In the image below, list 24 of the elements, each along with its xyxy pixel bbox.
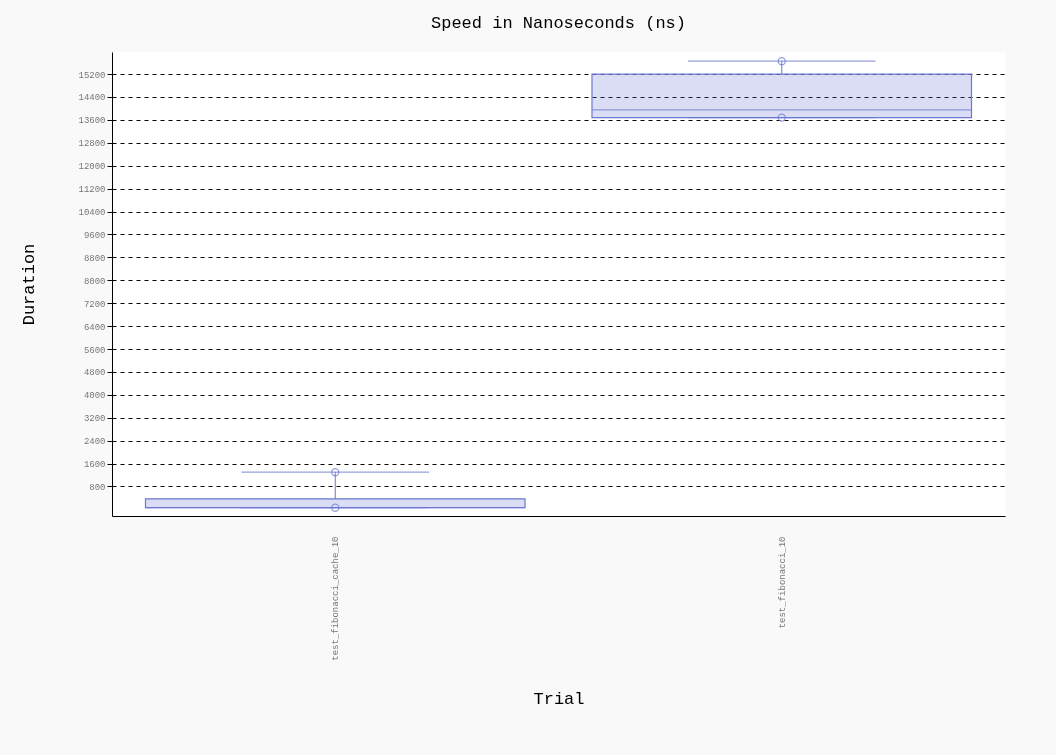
y-tick-label: 4000: [83, 391, 106, 402]
y-tick-label: 4800: [83, 368, 106, 379]
chart-title: Speed in Nanoseconds (ns): [430, 14, 687, 33]
x-tick-label: test_fibonacci_cache_10: [331, 536, 342, 661]
y-tick-label: 12800: [78, 139, 106, 150]
y-tick-label: 8800: [83, 253, 106, 264]
y-axis-title: Duration: [20, 243, 40, 326]
y-tick-label: 800: [89, 483, 106, 493]
y-tick-label: 6400: [83, 322, 106, 333]
y-tick-label: 13600: [78, 116, 106, 127]
y-tick-label: 3200: [83, 414, 106, 425]
y-tick-label: 7200: [83, 299, 106, 310]
y-tick-label: 5600: [83, 345, 106, 356]
y-tick-label: 2400: [83, 437, 106, 448]
y-tick-label: 10400: [78, 208, 106, 219]
x-axis-title: Trial: [533, 689, 585, 709]
y-tick-label: 15200: [78, 70, 106, 81]
y-tick-label: 8000: [83, 276, 106, 287]
y-tick-label: 12000: [78, 162, 106, 173]
y-tick-label: 11200: [78, 185, 106, 196]
x-tick-label: test_fibonacci_10: [777, 536, 788, 629]
y-tick-label: 14400: [78, 93, 106, 104]
y-tick-label: 9600: [83, 230, 106, 241]
y-tick-label: 1600: [83, 460, 106, 471]
